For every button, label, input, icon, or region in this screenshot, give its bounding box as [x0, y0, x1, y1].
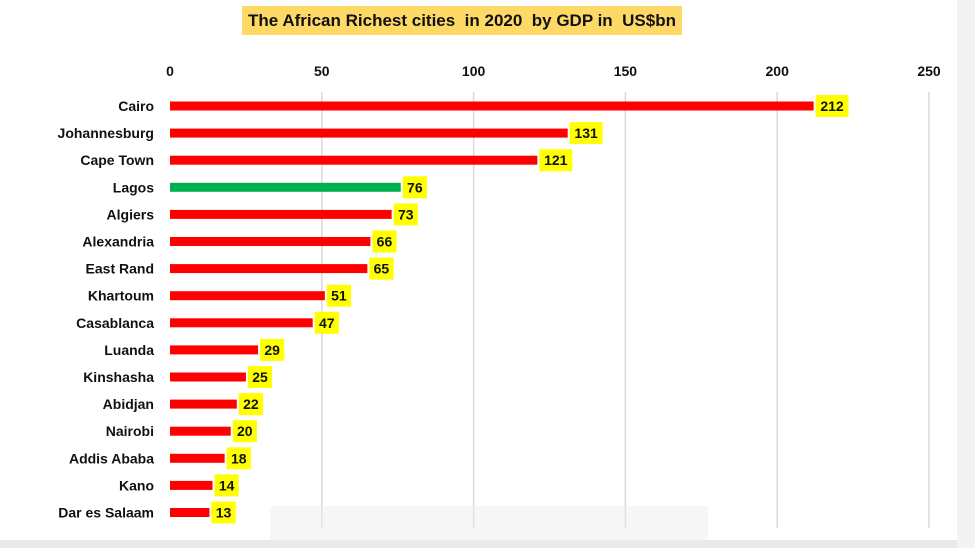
- bar: [170, 372, 246, 382]
- data-label-background: [539, 149, 573, 172]
- data-label: 14: [219, 477, 235, 493]
- data-label-background: [314, 311, 339, 334]
- bar: [170, 508, 210, 517]
- bar: [170, 345, 259, 355]
- bar-chart-plot: 0 50 100 150 200 250 Cairo Johannesburg Cape To…: [58, 63, 941, 528]
- data-label: 212: [820, 98, 844, 114]
- bar: [170, 155, 538, 165]
- bar: [170, 209, 392, 219]
- bars: [170, 101, 814, 517]
- category-label: East Rand: [86, 261, 154, 277]
- data-label: 25: [252, 369, 268, 385]
- data-label-background: [372, 230, 397, 253]
- data-label: 22: [243, 396, 259, 412]
- bar: [170, 128, 568, 138]
- bar: [170, 399, 237, 409]
- data-label-background: [260, 338, 285, 361]
- chart-panel: The African Richest cities in 2020 by GD…: [0, 0, 957, 540]
- x-tick-label: 0: [166, 63, 174, 79]
- bar: [170, 291, 325, 301]
- category-label: Cape Town: [80, 152, 154, 168]
- category-label: Cairo: [118, 98, 154, 114]
- category-labels: Cairo Johannesburg Cape Town Lagos Algiers Al…: [58, 98, 155, 521]
- data-label: 51: [331, 288, 347, 304]
- category-label: Addis Ababa: [69, 450, 154, 466]
- category-label: Johannesburg: [58, 125, 154, 141]
- data-label-background: [326, 284, 352, 307]
- category-label: Casablanca: [76, 315, 154, 331]
- data-label: 73: [398, 206, 414, 222]
- data-label-background: [815, 95, 849, 117]
- data-label: 29: [264, 342, 280, 358]
- x-tick-label: 200: [766, 63, 790, 79]
- data-label: 18: [231, 450, 247, 466]
- data-label: 47: [319, 315, 335, 331]
- faint-overlay-toolbar: [270, 506, 708, 544]
- data-label-background: [569, 122, 603, 145]
- category-label: Kinshasha: [83, 369, 154, 385]
- category-label: Luanda: [104, 342, 154, 358]
- data-label: 131: [574, 125, 598, 141]
- bar: [170, 237, 371, 246]
- data-label: 65: [374, 261, 390, 277]
- category-label: Alexandria: [82, 234, 154, 250]
- category-label: Lagos: [113, 179, 154, 195]
- bar: [170, 318, 313, 328]
- bar: [170, 480, 213, 490]
- data-label-background: [214, 474, 239, 497]
- data-label: 13: [216, 505, 232, 521]
- bar: [170, 264, 368, 274]
- bar: [170, 182, 401, 192]
- x-tick-label: 100: [462, 63, 486, 79]
- category-label: Algiers: [107, 206, 155, 222]
- category-label: Khartoum: [88, 288, 154, 304]
- data-label-background: [226, 447, 251, 470]
- category-label: Abidjan: [103, 396, 154, 412]
- data-labels: 212 131 121 76 73 66 65 51 47 29 25 22 20 18 14 13: [211, 95, 849, 524]
- x-axis-tick-labels: 0 50 100 150 200 250: [166, 63, 941, 79]
- gridlines: [321, 92, 930, 528]
- window-right-edge: [957, 0, 975, 548]
- bar: [170, 101, 814, 111]
- data-label-background: [232, 420, 257, 443]
- category-label: Kano: [119, 477, 154, 493]
- data-label-background: [369, 257, 394, 280]
- category-label: Dar es Salaam: [58, 505, 154, 521]
- data-label: 66: [377, 234, 393, 250]
- data-label: 20: [237, 423, 253, 439]
- data-label: 121: [544, 152, 568, 168]
- data-label-background: [247, 366, 273, 388]
- chart-title: The African Richest cities in 2020 by GD…: [242, 6, 682, 35]
- data-label: 76: [407, 179, 423, 195]
- data-label-background: [238, 393, 263, 416]
- category-label: Nairobi: [106, 423, 154, 439]
- x-tick-label: 250: [917, 63, 941, 79]
- data-label-background: [393, 203, 418, 226]
- data-label-background: [402, 176, 427, 199]
- x-tick-label: 50: [314, 63, 330, 79]
- bar: [170, 453, 225, 463]
- data-label-background: [211, 501, 236, 524]
- bar: [170, 426, 231, 436]
- x-tick-label: 150: [614, 63, 638, 79]
